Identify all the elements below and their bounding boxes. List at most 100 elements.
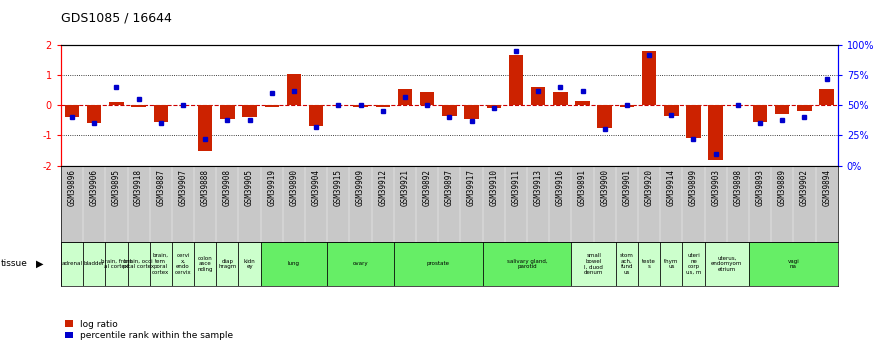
Text: GSM39897: GSM39897 bbox=[444, 169, 454, 206]
Bar bbox=[61, 241, 83, 286]
Text: lung: lung bbox=[288, 262, 300, 266]
Text: GSM39901: GSM39901 bbox=[623, 169, 632, 206]
Bar bbox=[753, 105, 767, 122]
Text: GSM39891: GSM39891 bbox=[578, 169, 587, 206]
Text: tissue: tissue bbox=[1, 259, 28, 268]
Bar bbox=[238, 241, 261, 286]
Bar bbox=[216, 241, 238, 286]
Bar bbox=[87, 105, 101, 124]
Text: GSM39920: GSM39920 bbox=[644, 169, 653, 206]
Text: stom
ach,
fund
us: stom ach, fund us bbox=[620, 253, 633, 275]
Bar bbox=[553, 92, 567, 105]
Text: GSM39921: GSM39921 bbox=[401, 169, 409, 206]
Text: brain, occi
pital cortex: brain, occi pital cortex bbox=[123, 258, 154, 269]
Text: GSM39907: GSM39907 bbox=[178, 169, 187, 206]
Text: vagi
na: vagi na bbox=[788, 258, 799, 269]
Bar bbox=[620, 105, 634, 107]
Bar bbox=[709, 105, 723, 159]
Text: small
bowel
l, duod
denum: small bowel l, duod denum bbox=[584, 253, 603, 275]
Bar bbox=[642, 51, 656, 105]
Text: GSM39894: GSM39894 bbox=[823, 169, 831, 206]
Bar bbox=[398, 89, 412, 105]
Text: diap
hragm: diap hragm bbox=[219, 258, 237, 269]
Text: GSM39919: GSM39919 bbox=[267, 169, 276, 206]
Legend: log ratio, percentile rank within the sample: log ratio, percentile rank within the sa… bbox=[65, 320, 233, 341]
Bar bbox=[704, 241, 749, 286]
Text: GSM39917: GSM39917 bbox=[467, 169, 476, 206]
Bar bbox=[220, 105, 235, 119]
Bar bbox=[483, 241, 572, 286]
Bar bbox=[509, 56, 523, 105]
Text: brain,
tem
poral
cortex: brain, tem poral cortex bbox=[152, 253, 169, 275]
Text: GSM39913: GSM39913 bbox=[534, 169, 543, 206]
Text: GSM39912: GSM39912 bbox=[378, 169, 387, 206]
Text: salivary gland,
parotid: salivary gland, parotid bbox=[507, 258, 547, 269]
Bar bbox=[132, 105, 146, 107]
Bar bbox=[820, 89, 834, 105]
Text: GSM39910: GSM39910 bbox=[489, 169, 498, 206]
Bar bbox=[106, 241, 127, 286]
Bar bbox=[261, 241, 327, 286]
Bar bbox=[749, 241, 838, 286]
Bar bbox=[287, 73, 301, 105]
Text: GSM39900: GSM39900 bbox=[600, 169, 609, 206]
Text: uterus,
endomyom
etrium: uterus, endomyom etrium bbox=[711, 256, 743, 272]
Text: GSM39909: GSM39909 bbox=[356, 169, 365, 206]
Text: GSM39916: GSM39916 bbox=[556, 169, 564, 206]
Text: GSM39893: GSM39893 bbox=[755, 169, 764, 206]
Bar bbox=[198, 105, 212, 150]
Text: GSM39905: GSM39905 bbox=[246, 169, 254, 206]
Text: kidn
ey: kidn ey bbox=[244, 258, 255, 269]
Text: GSM39890: GSM39890 bbox=[289, 169, 298, 206]
Bar bbox=[598, 105, 612, 128]
Bar bbox=[65, 105, 79, 117]
Bar bbox=[775, 105, 789, 114]
Bar bbox=[575, 101, 590, 105]
Bar bbox=[616, 241, 638, 286]
Text: GSM39892: GSM39892 bbox=[423, 169, 432, 206]
Text: colon
asce
nding: colon asce nding bbox=[197, 256, 213, 272]
Text: GSM39889: GSM39889 bbox=[778, 169, 787, 206]
Bar bbox=[660, 241, 683, 286]
Bar bbox=[109, 102, 124, 105]
Text: GSM39898: GSM39898 bbox=[734, 169, 743, 206]
Text: GSM39887: GSM39887 bbox=[156, 169, 165, 206]
Text: cervi
x,
endo
cervix: cervi x, endo cervix bbox=[175, 253, 192, 275]
Text: GSM39895: GSM39895 bbox=[112, 169, 121, 206]
Bar bbox=[572, 241, 616, 286]
Text: GSM39906: GSM39906 bbox=[90, 169, 99, 206]
Text: bladder: bladder bbox=[83, 262, 105, 266]
Text: GSM39904: GSM39904 bbox=[312, 169, 321, 206]
Bar bbox=[172, 241, 194, 286]
Bar bbox=[664, 105, 678, 116]
Bar bbox=[264, 105, 279, 107]
Text: GSM39903: GSM39903 bbox=[711, 169, 720, 206]
Text: teste
s: teste s bbox=[642, 258, 656, 269]
Text: thym
us: thym us bbox=[664, 258, 678, 269]
Bar bbox=[243, 105, 257, 117]
Bar bbox=[487, 105, 501, 108]
Text: ▶: ▶ bbox=[36, 259, 43, 269]
Text: GSM39902: GSM39902 bbox=[800, 169, 809, 206]
Text: uteri
ne
corp
us, m: uteri ne corp us, m bbox=[685, 253, 702, 275]
Text: adrenal: adrenal bbox=[62, 262, 82, 266]
Bar bbox=[150, 241, 172, 286]
Bar bbox=[153, 105, 168, 122]
Bar bbox=[327, 241, 394, 286]
Text: GDS1085 / 16644: GDS1085 / 16644 bbox=[61, 11, 172, 24]
Bar bbox=[194, 241, 216, 286]
Bar bbox=[531, 87, 546, 105]
Bar bbox=[638, 241, 660, 286]
Text: GSM39888: GSM39888 bbox=[201, 169, 210, 206]
Bar bbox=[127, 241, 150, 286]
Text: GSM39899: GSM39899 bbox=[689, 169, 698, 206]
Text: GSM39908: GSM39908 bbox=[223, 169, 232, 206]
Bar bbox=[83, 241, 106, 286]
Text: GSM39911: GSM39911 bbox=[512, 169, 521, 206]
Text: GSM39918: GSM39918 bbox=[134, 169, 143, 206]
Bar bbox=[309, 105, 323, 126]
Text: ovary: ovary bbox=[353, 262, 368, 266]
Bar bbox=[353, 105, 367, 107]
Text: prostate: prostate bbox=[426, 262, 450, 266]
Text: brain, front
al cortex: brain, front al cortex bbox=[101, 258, 132, 269]
